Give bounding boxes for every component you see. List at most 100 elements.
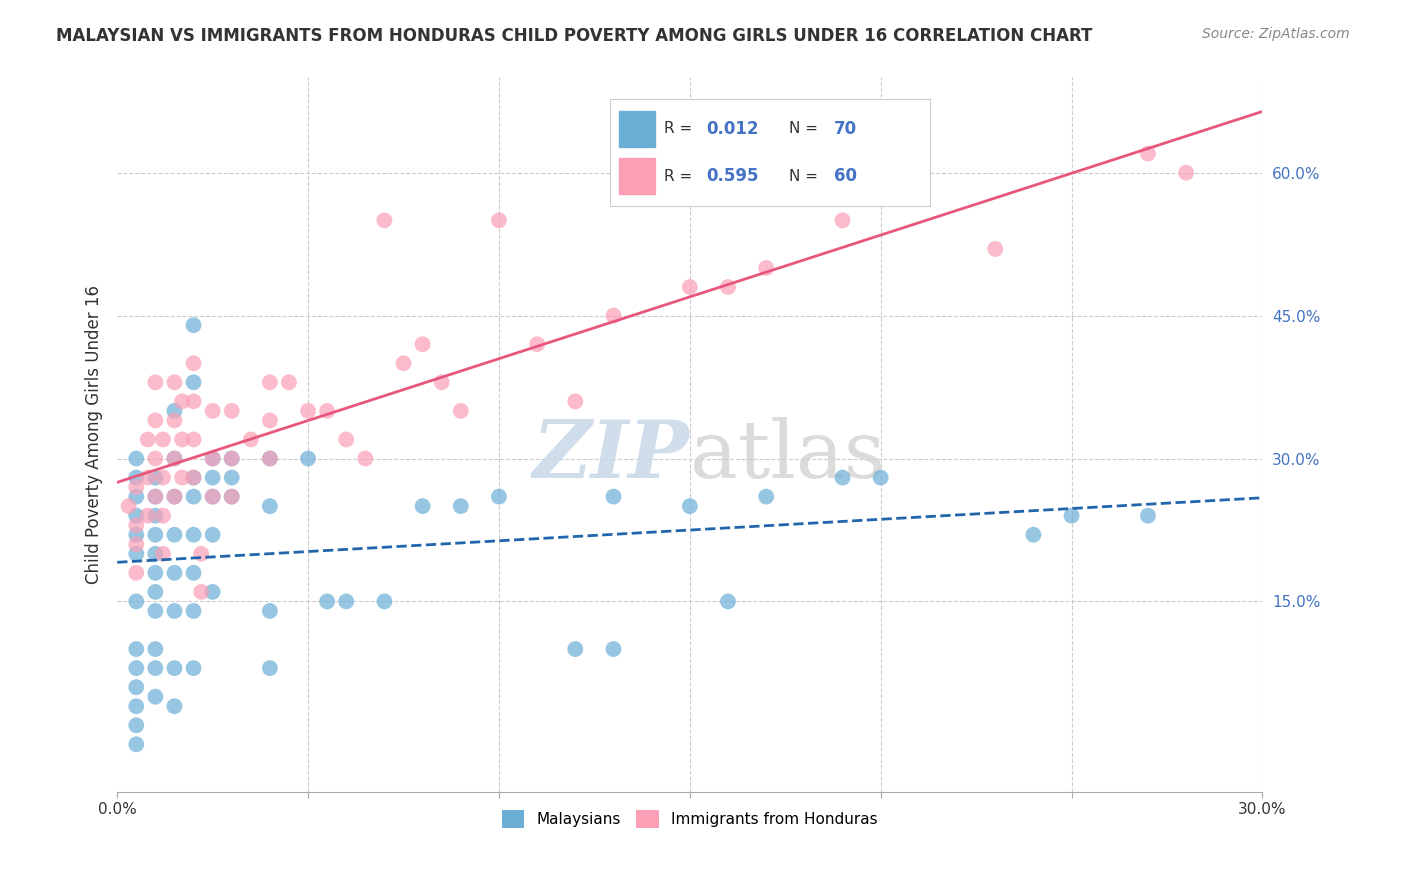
Point [259,661,281,675]
Point [152,547,174,561]
Point [755,490,778,504]
Point [201,490,224,504]
Point [392,356,415,370]
Point [117,499,139,513]
Point [190,585,212,599]
Text: MALAYSIAN VS IMMIGRANTS FROM HONDURAS CHILD POVERTY AMONG GIRLS UNDER 16 CORRELA: MALAYSIAN VS IMMIGRANTS FROM HONDURAS CH… [56,27,1092,45]
Point [163,566,186,580]
Point [163,404,186,418]
Point [259,451,281,466]
Point [145,490,167,504]
Point [145,527,167,541]
Point [297,404,319,418]
Point [163,661,186,675]
Point [145,661,167,675]
Point [163,604,186,618]
Point [259,451,281,466]
Point [125,451,148,466]
Point [373,594,395,608]
Point [163,451,186,466]
Point [354,451,377,466]
Point [125,470,148,484]
Point [831,213,853,227]
Point [145,470,167,484]
Point [373,213,395,227]
Point [125,527,148,541]
Point [125,490,148,504]
Point [183,394,205,409]
Point [172,433,194,447]
Point [125,480,148,494]
Point [755,260,778,275]
Point [488,490,510,504]
Point [679,499,702,513]
Point [152,470,174,484]
Point [679,280,702,294]
Point [183,470,205,484]
Point [183,566,205,580]
Point [183,604,205,618]
Point [145,508,167,523]
Point [163,527,186,541]
Point [259,499,281,513]
Point [125,718,148,732]
Point [125,508,148,523]
Point [564,394,586,409]
Point [201,404,224,418]
Point [183,490,205,504]
Point [259,604,281,618]
Point [125,680,148,694]
Point [145,490,167,504]
Point [201,451,224,466]
Point [831,470,853,484]
Point [136,470,159,484]
Point [163,413,186,427]
Point [1060,508,1083,523]
Point [717,280,740,294]
Point [183,318,205,333]
Point [335,594,357,608]
Point [201,490,224,504]
Point [450,404,472,418]
Point [145,566,167,580]
Point [1022,527,1045,541]
Point [869,470,891,484]
Point [152,508,174,523]
Text: Source: ZipAtlas.com: Source: ZipAtlas.com [1202,27,1350,41]
Point [316,404,339,418]
Point [163,490,186,504]
Point [145,413,167,427]
Point [221,404,243,418]
Point [190,547,212,561]
Point [183,661,205,675]
Point [450,499,472,513]
Point [316,594,339,608]
Point [125,594,148,608]
Point [136,508,159,523]
Point [125,699,148,714]
Point [125,547,148,561]
Point [125,642,148,657]
Point [125,518,148,533]
Point [145,547,167,561]
Legend: Malaysians, Immigrants from Honduras: Malaysians, Immigrants from Honduras [495,804,884,834]
Point [201,470,224,484]
Point [125,737,148,751]
Point [145,451,167,466]
Point [145,604,167,618]
Point [1136,146,1159,161]
Y-axis label: Child Poverty Among Girls Under 16: Child Poverty Among Girls Under 16 [86,285,103,584]
Point [602,642,624,657]
Point [163,451,186,466]
Point [145,585,167,599]
Point [717,594,740,608]
Point [335,433,357,447]
Point [125,537,148,551]
Point [201,585,224,599]
Point [526,337,548,351]
Point [145,642,167,657]
Point [412,499,434,513]
Point [163,376,186,390]
Point [183,356,205,370]
Point [221,490,243,504]
